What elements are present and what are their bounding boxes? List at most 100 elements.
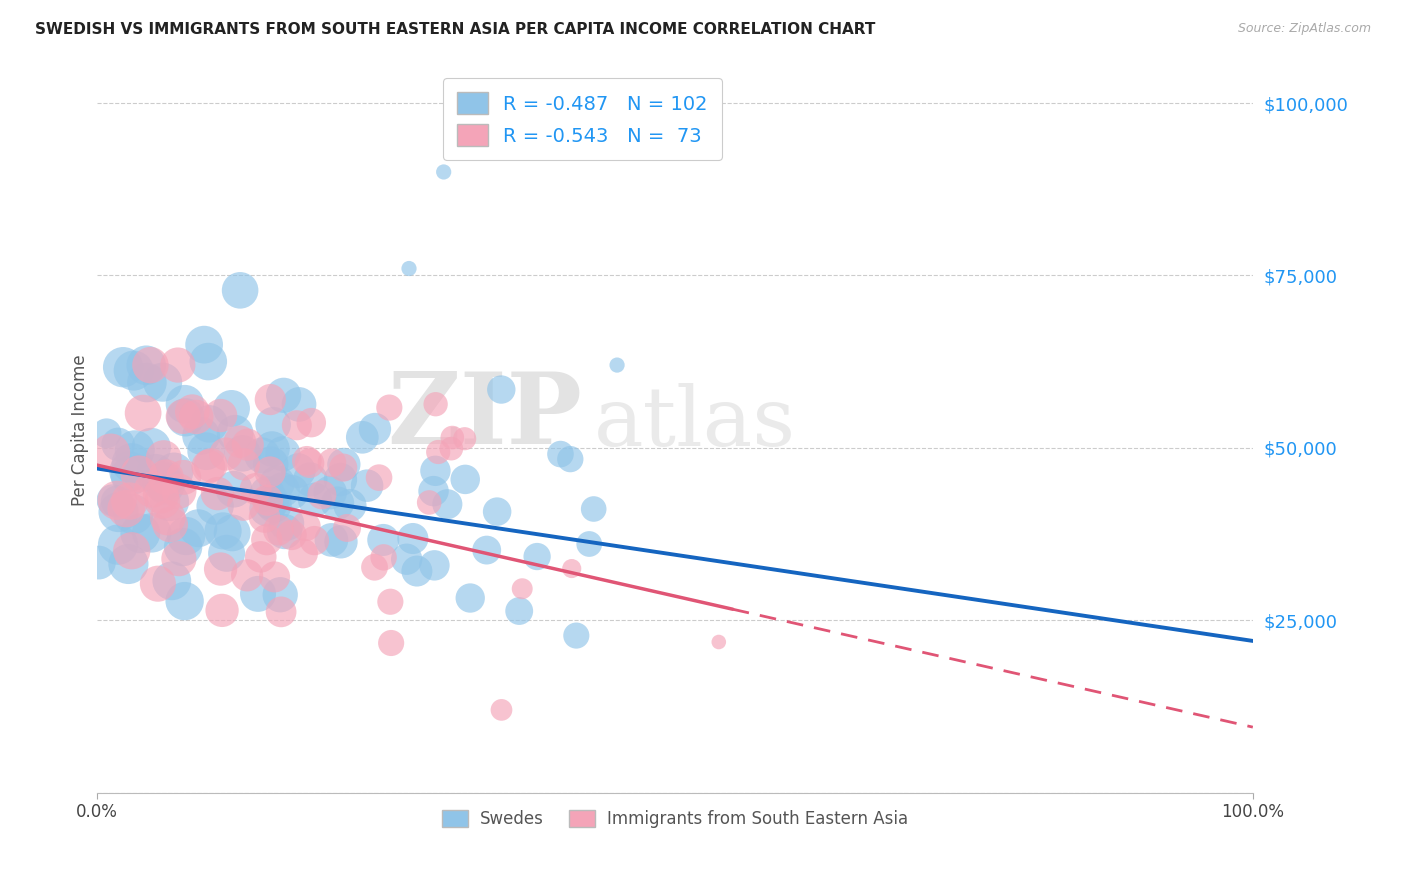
Point	[107, 538, 129, 552]
Point	[236, 438, 259, 452]
Point	[273, 524, 295, 539]
Point	[159, 494, 181, 508]
Point	[280, 485, 302, 500]
Text: ZIP: ZIP	[388, 368, 582, 465]
Point	[453, 432, 475, 446]
Point	[163, 465, 186, 479]
Point	[271, 447, 294, 461]
Point	[96, 426, 118, 441]
Point	[321, 456, 343, 470]
Point	[232, 457, 254, 471]
Point	[319, 485, 342, 500]
Point	[373, 550, 395, 565]
Point	[207, 486, 229, 500]
Point	[197, 354, 219, 368]
Point	[418, 495, 440, 509]
Point	[195, 444, 218, 458]
Point	[118, 465, 141, 479]
Point	[129, 526, 152, 541]
Point	[271, 483, 294, 497]
Text: SWEDISH VS IMMIGRANTS FROM SOUTH EASTERN ASIA PER CAPITA INCOME CORRELATION CHAR: SWEDISH VS IMMIGRANTS FROM SOUTH EASTERN…	[35, 22, 876, 37]
Point	[491, 703, 513, 717]
Point	[152, 375, 174, 389]
Point	[292, 546, 315, 560]
Point	[122, 363, 145, 377]
Point	[373, 533, 395, 547]
Point	[107, 505, 129, 519]
Point	[263, 570, 285, 584]
Point	[231, 446, 253, 460]
Point	[326, 496, 349, 510]
Point	[378, 401, 401, 415]
Point	[380, 595, 402, 609]
Point	[215, 447, 238, 461]
Point	[440, 442, 463, 456]
Point	[193, 337, 215, 351]
Point	[128, 467, 150, 481]
Point	[166, 358, 188, 372]
Y-axis label: Per Capita Income: Per Capita Income	[72, 355, 89, 507]
Point	[115, 501, 138, 516]
Point	[186, 409, 208, 424]
Point	[105, 493, 128, 508]
Point	[253, 510, 276, 524]
Point	[215, 546, 238, 560]
Point	[406, 564, 429, 578]
Point	[333, 458, 356, 472]
Point	[105, 494, 128, 508]
Point	[249, 549, 271, 564]
Point	[304, 533, 326, 548]
Point	[101, 493, 124, 508]
Point	[145, 467, 167, 481]
Point	[565, 629, 588, 643]
Point	[550, 447, 572, 461]
Point	[135, 376, 157, 390]
Point	[173, 594, 195, 608]
Point	[209, 562, 232, 576]
Point	[174, 529, 197, 543]
Point	[267, 523, 290, 537]
Point	[187, 521, 209, 535]
Point	[141, 441, 163, 455]
Point	[433, 165, 456, 179]
Point	[117, 557, 139, 571]
Point	[458, 591, 481, 605]
Point	[174, 410, 197, 425]
Point	[124, 443, 146, 458]
Point	[149, 488, 172, 502]
Point	[270, 605, 292, 619]
Point	[247, 587, 270, 601]
Point	[260, 442, 283, 456]
Point	[152, 451, 174, 466]
Point	[256, 493, 278, 508]
Point	[299, 416, 322, 430]
Point	[336, 521, 359, 535]
Point	[402, 532, 425, 546]
Point	[204, 499, 226, 513]
Point	[229, 434, 252, 449]
Point	[118, 494, 141, 508]
Point	[578, 537, 600, 551]
Point	[150, 475, 173, 490]
Point	[441, 431, 464, 445]
Point	[606, 358, 628, 372]
Point	[173, 397, 195, 411]
Point	[295, 519, 318, 533]
Point	[156, 510, 179, 524]
Point	[422, 484, 444, 499]
Point	[263, 498, 285, 512]
Point	[107, 437, 129, 451]
Point	[232, 498, 254, 512]
Point	[299, 473, 322, 487]
Point	[159, 517, 181, 532]
Point	[269, 588, 291, 602]
Point	[491, 383, 513, 397]
Point	[427, 445, 450, 459]
Legend: Swedes, Immigrants from South Eastern Asia: Swedes, Immigrants from South Eastern As…	[434, 804, 915, 835]
Point	[100, 446, 122, 460]
Point	[221, 525, 243, 540]
Point	[190, 429, 212, 443]
Point	[198, 417, 221, 431]
Point	[364, 422, 387, 436]
Point	[368, 470, 391, 484]
